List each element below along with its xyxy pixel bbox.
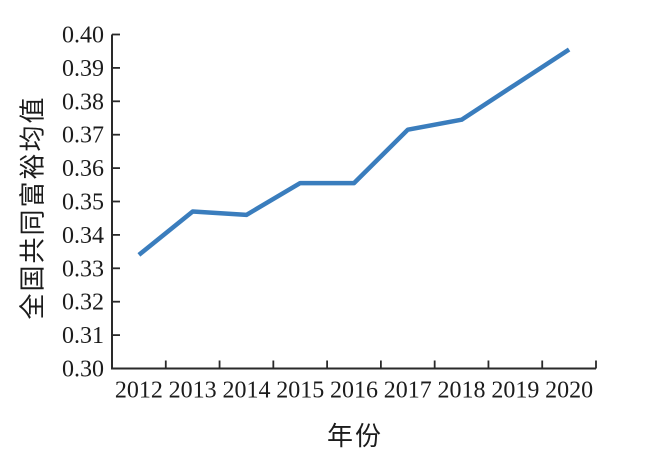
y-tick-label: 0.35 [62,190,104,216]
x-tick-label: 2020 [545,378,593,404]
x-tick-label: 2015 [276,378,324,404]
x-tick-label: 2019 [491,378,539,404]
x-tick-label: 2017 [384,378,432,404]
y-tick-label: 0.36 [62,156,104,182]
x-tick-label: 2013 [169,378,217,404]
x-axis-title: 年份 [326,422,383,451]
y-tick-label: 0.39 [62,56,104,82]
y-tick-label: 0.37 [62,123,104,149]
y-tick-label: 0.33 [62,256,104,282]
x-tick-label: 2018 [438,378,486,404]
y-tick-label: 0.34 [62,223,104,249]
y-tick-label: 0.31 [62,323,104,349]
y-tick-label: 0.32 [62,290,104,316]
x-tick-label: 2016 [330,378,378,404]
y-tick-label: 0.38 [62,89,104,115]
y-axis-title: 全国共同富裕均值 [18,95,48,320]
y-tick-label: 0.40 [62,23,104,49]
y-tick-label: 0.30 [62,357,104,383]
x-tick-label: 2014 [222,378,270,404]
data-line [137,47,571,257]
x-tick-label: 2012 [115,378,163,404]
